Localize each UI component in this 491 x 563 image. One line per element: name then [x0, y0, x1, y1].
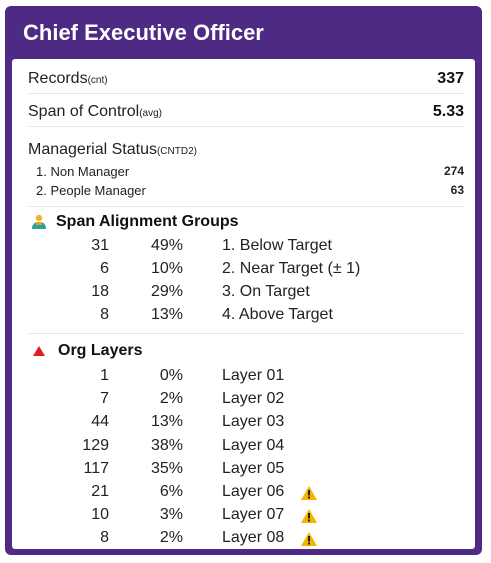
row-count: 8 [100, 306, 109, 323]
row-percent: 29% [150, 283, 183, 300]
table-row: 1 0% Layer 01 [12, 364, 475, 387]
row-percent: 38% [150, 436, 183, 454]
table-row: 8 2% Layer 08 [12, 526, 475, 549]
row-count: 10 [91, 506, 109, 524]
row-percent: 6% [159, 483, 183, 500]
row-count: 1 [100, 367, 109, 384]
row-percent: 13% [150, 306, 183, 323]
records-label: Records(cnt) [28, 69, 108, 87]
managerial-status-row: 1. Non Manager 274 [36, 163, 464, 179]
table-row: 6 10% 2. Near Target (± 1) [12, 257, 475, 280]
warning-icon [301, 486, 317, 500]
span-of-control-metric: Span of Control(avg) 5.33 [28, 97, 464, 127]
divider [28, 333, 464, 334]
table-row: 10 3% Layer 07 [12, 503, 475, 526]
row-count: 129 [82, 436, 109, 454]
row-percent: 2% [159, 390, 183, 408]
row-count: 8 [100, 529, 109, 547]
ceo-card: Chief Executive Officer Records(cnt) 337… [5, 6, 482, 555]
row-label: Layer 01 [222, 367, 285, 384]
table-row: 44 13% Layer 03 [12, 410, 475, 433]
row-percent: 2% [159, 529, 183, 547]
red-triangle-icon [33, 346, 45, 356]
warning-icon [301, 532, 317, 547]
row-percent: 49% [150, 237, 183, 254]
warning-icon [301, 509, 317, 524]
table-row: 117 35% Layer 05 [12, 457, 475, 480]
row-percent: 10% [150, 260, 183, 277]
org-layers-header: Org Layers [30, 340, 142, 362]
records-value: 337 [437, 69, 464, 87]
span-of-control-value: 5.33 [432, 102, 464, 120]
people-group-icon [32, 214, 46, 229]
row-count: 21 [91, 483, 109, 500]
row-label: Layer 04 [222, 436, 285, 454]
row-label: Layer 08 [222, 529, 285, 547]
table-row: 31 49% 1. Below Target [12, 234, 475, 257]
row-percent: 0% [159, 367, 183, 384]
table-row: 7 2% Layer 02 [12, 387, 475, 410]
table-row: 21 6% Layer 06 [12, 480, 475, 503]
table-row: 18 29% 3. On Target [12, 280, 475, 303]
row-count: 18 [91, 283, 109, 300]
row-percent: 35% [150, 459, 183, 477]
table-row: 129 38% Layer 04 [12, 434, 475, 457]
row-label: Layer 05 [222, 459, 285, 477]
row-count: 44 [91, 413, 109, 431]
row-label: 3. On Target [222, 283, 310, 300]
row-label: 1. Below Target [222, 237, 332, 254]
row-label: 4. Above Target [222, 306, 333, 323]
card-title: Chief Executive Officer [23, 20, 264, 45]
row-percent: 3% [159, 506, 183, 524]
table-row: 8 13% 4. Above Target [12, 303, 475, 326]
row-count: 31 [91, 237, 109, 254]
row-label: 2. Near Target (± 1) [222, 260, 361, 277]
row-label: Layer 03 [222, 413, 285, 431]
row-count: 7 [100, 390, 109, 408]
row-percent: 13% [150, 413, 183, 431]
span-of-control-label: Span of Control(avg) [28, 102, 162, 120]
divider [28, 206, 464, 207]
records-metric: Records(cnt) 337 [28, 64, 464, 94]
managerial-status-row: 2. People Manager 63 [36, 182, 464, 198]
row-label: Layer 06 [222, 483, 285, 500]
managerial-status-title: Managerial Status(CNTD2) [28, 141, 197, 158]
row-count: 6 [100, 260, 109, 277]
card-panel: Records(cnt) 337 Span of Control(avg) 5.… [12, 59, 475, 549]
row-label: Layer 07 [222, 506, 285, 524]
row-label: Layer 02 [222, 390, 285, 408]
span-alignment-header: Span Alignment Groups [30, 211, 239, 233]
row-count: 117 [83, 459, 109, 477]
